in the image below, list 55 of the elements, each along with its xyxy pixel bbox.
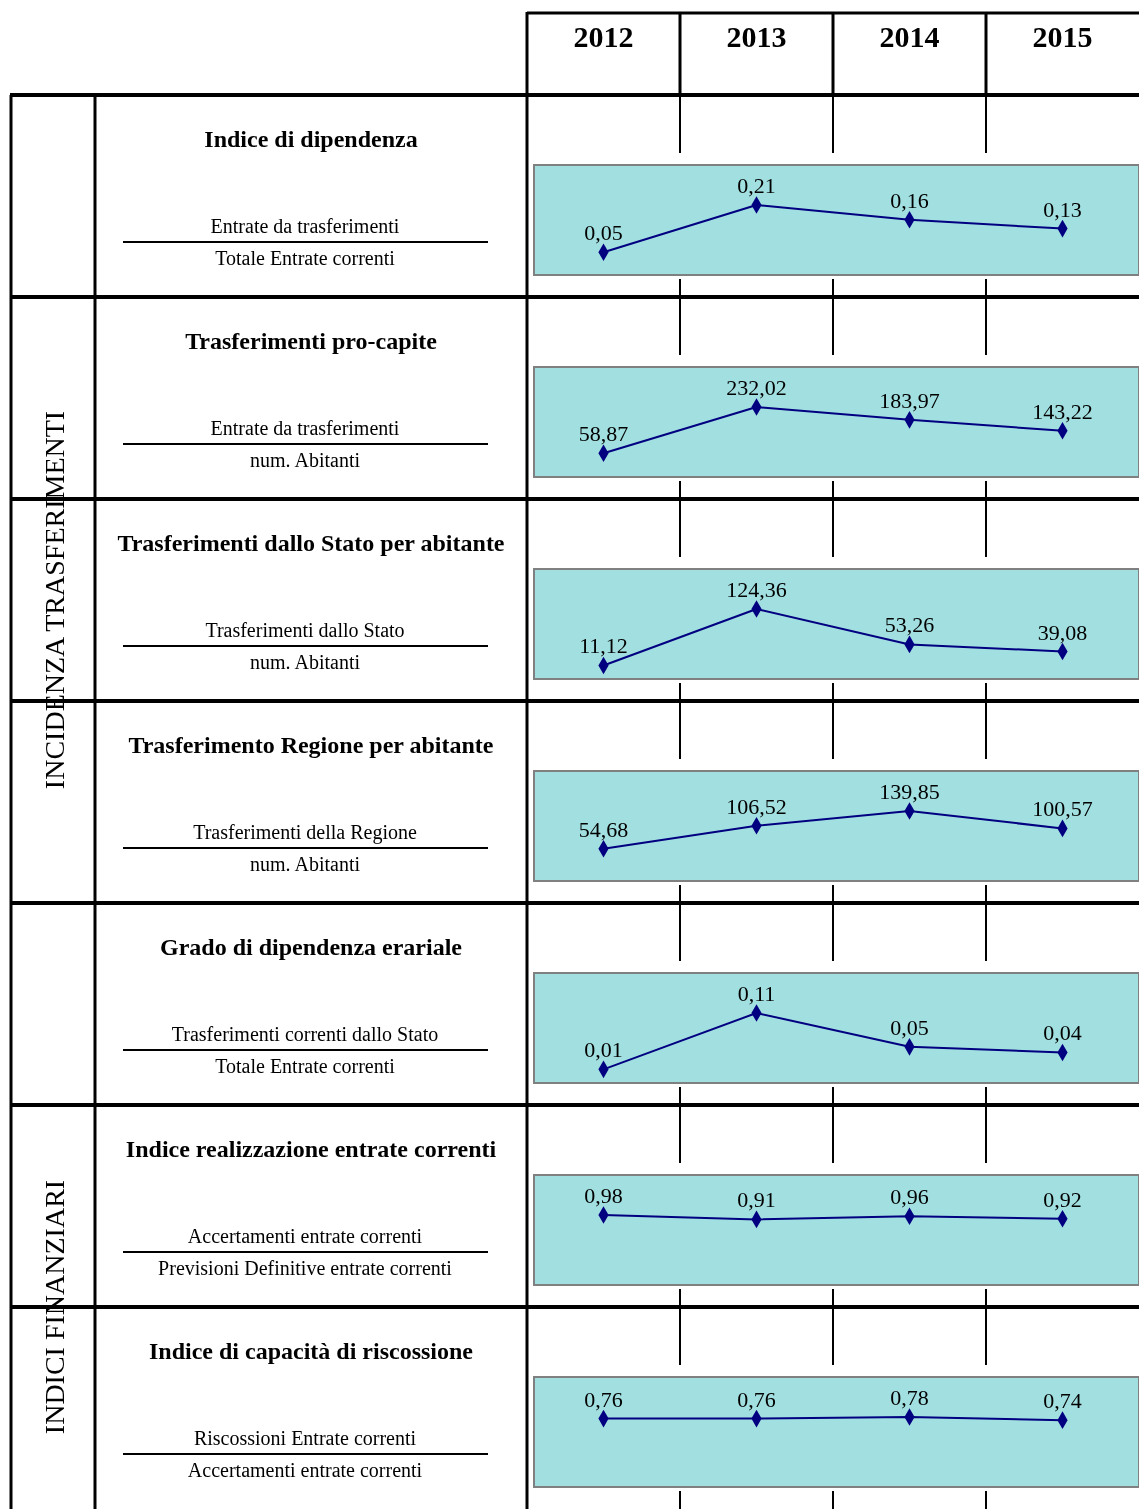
text: Trasferimenti della Regione xyxy=(193,821,417,844)
x-tick-label: 2013 xyxy=(726,20,787,53)
data-label: 232,02 xyxy=(726,375,787,400)
data-label: 0,78 xyxy=(890,1385,929,1410)
text: num. Abitanti xyxy=(250,449,361,471)
text: Trasferimento Regione per abitante xyxy=(128,732,494,758)
text: Trasferimenti correnti dallo Stato xyxy=(171,1023,439,1045)
text: Trasferimenti pro-capite xyxy=(185,328,438,354)
data-label: 100,57 xyxy=(1032,796,1093,822)
data-label: 0,16 xyxy=(890,187,929,213)
text: INDICI FINANZIARI xyxy=(39,1179,70,1435)
data-label: 0,01 xyxy=(584,1037,623,1063)
data-label: 0,96 xyxy=(890,1184,929,1210)
data-label: 0,92 xyxy=(1043,1186,1082,1212)
text: Indice di dipendenza xyxy=(204,126,418,152)
x-tick-label: 2014 xyxy=(879,20,940,53)
data-label: 0,11 xyxy=(737,981,776,1006)
data-label: 0,76 xyxy=(737,1386,776,1412)
data-label: 106,52 xyxy=(726,793,787,819)
data-label: 0,13 xyxy=(1043,196,1082,222)
data-label: 0,21 xyxy=(737,173,776,198)
data-label: 124,36 xyxy=(726,577,787,602)
text: Riscossioni Entrate correnti xyxy=(193,1427,417,1449)
text: INCIDENZA TRASFERIMENTI xyxy=(39,410,70,790)
data-label: 58,87 xyxy=(578,421,629,447)
text: Entrate da trasferimenti xyxy=(210,215,400,237)
data-label: 54,68 xyxy=(578,816,629,842)
text: Trasferimenti dallo Stato xyxy=(205,619,405,641)
data-label: 0,76 xyxy=(584,1386,623,1412)
text: num. Abitanti xyxy=(250,853,361,875)
data-label: 0,04 xyxy=(1043,1020,1082,1046)
text: Totale Entrate correnti xyxy=(215,247,396,269)
text: Grado di dipendenza erariale xyxy=(160,934,463,960)
data-label: 0,05 xyxy=(584,220,623,246)
data-label: 143,22 xyxy=(1032,398,1093,424)
text: Previsioni Definitive entrate correnti xyxy=(158,1257,453,1279)
data-label: 183,97 xyxy=(879,387,940,413)
data-label: 0,05 xyxy=(890,1014,929,1040)
text: Totale Entrate correnti xyxy=(215,1055,396,1077)
data-label: 53,26 xyxy=(884,612,935,638)
data-label: 139,85 xyxy=(879,779,940,804)
text: Accertamenti entrate correnti xyxy=(187,1459,423,1481)
data-label: 11,12 xyxy=(579,633,628,659)
x-tick-label: 2015 xyxy=(1032,20,1093,53)
data-label: 0,74 xyxy=(1043,1388,1082,1414)
text: Trasferimenti dallo Stato per abitante xyxy=(117,530,505,556)
data-label: 0,91 xyxy=(737,1187,776,1213)
text: Accertamenti entrate correnti xyxy=(187,1225,423,1247)
data-label: 0,98 xyxy=(584,1183,623,1208)
x-tick-label: 2012 xyxy=(573,20,634,53)
text: Indice realizzazione entrate correnti xyxy=(125,1136,497,1162)
data-label: 39,08 xyxy=(1037,619,1088,645)
text: Indice di capacità di riscossione xyxy=(148,1338,474,1364)
text: num. Abitanti xyxy=(250,651,361,673)
text: Entrate da trasferimenti xyxy=(210,417,400,439)
